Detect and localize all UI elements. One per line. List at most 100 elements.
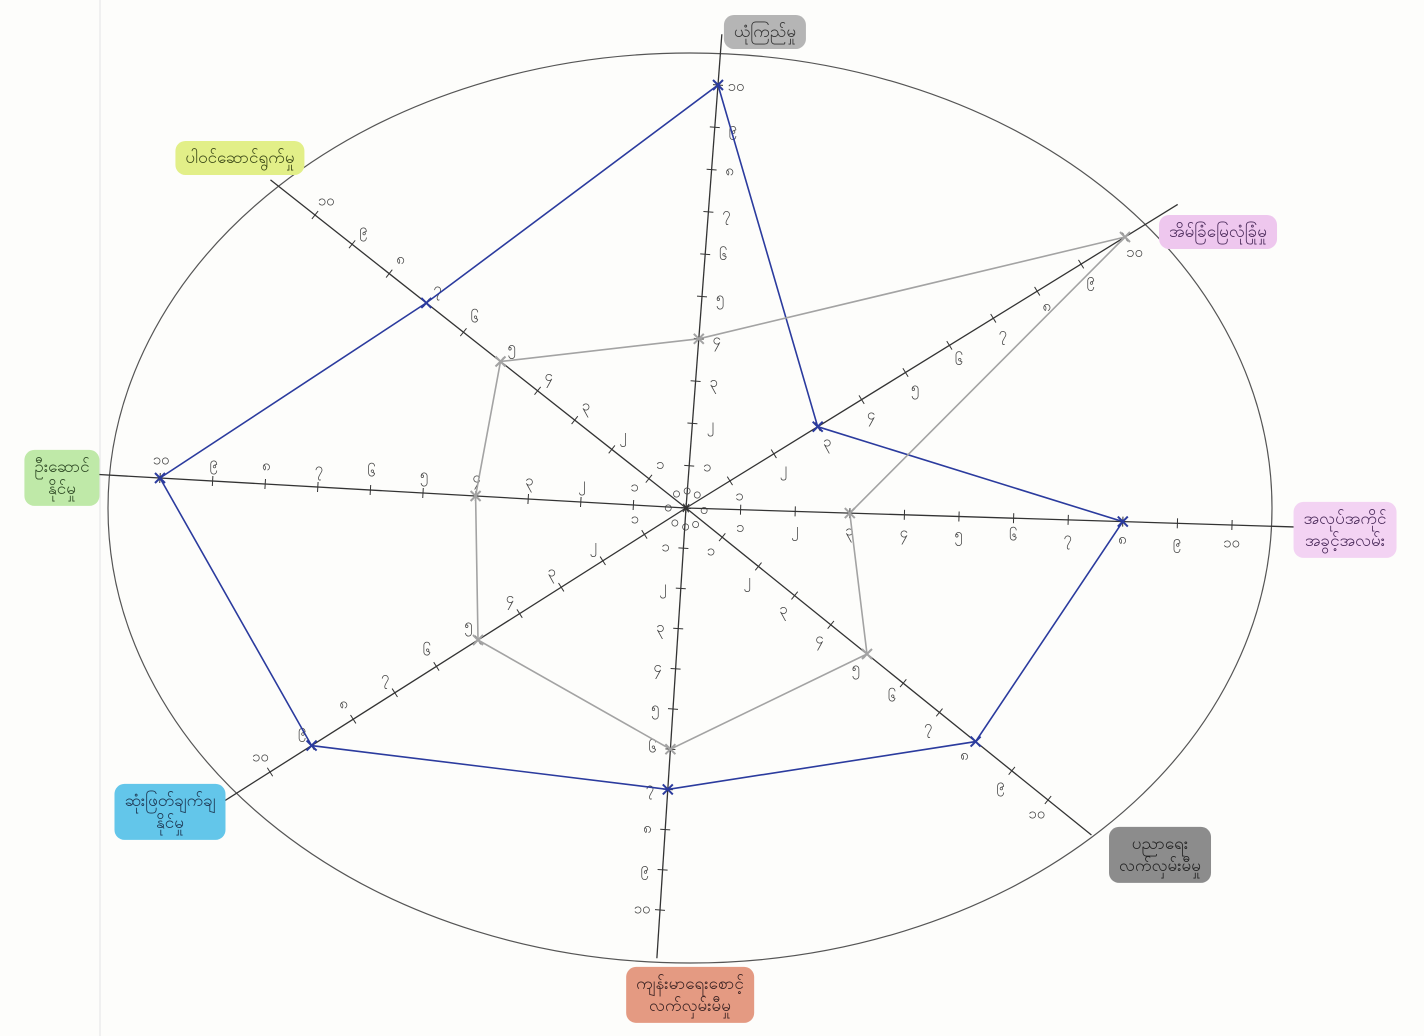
- tick-label: ၁: [630, 478, 638, 496]
- tick-label: ၈: [643, 819, 652, 837]
- data-point: [469, 490, 482, 502]
- tick-label: ၈: [960, 746, 969, 764]
- tick-mark: [266, 767, 274, 777]
- data-point: [693, 333, 705, 345]
- tick-mark: [706, 168, 717, 171]
- tick-label: ၆: [367, 463, 375, 481]
- tick-label: ၂: [578, 475, 585, 496]
- tick-label: ၀: [693, 484, 701, 502]
- tick-label: ၄: [472, 469, 480, 490]
- tick-mark: [673, 627, 684, 630]
- tick-label: ၁၀: [1223, 533, 1240, 551]
- tick-mark: [317, 481, 319, 493]
- tick-mark: [902, 367, 909, 378]
- tick-label: ၀: [691, 514, 699, 532]
- tick-label: ၅: [507, 338, 515, 359]
- tick-label: ၁၀: [634, 899, 651, 917]
- tick-mark: [660, 828, 671, 831]
- tick-label: ၇: [999, 324, 1007, 345]
- tick-label: ၃: [845, 522, 853, 543]
- tick-label: ၃: [823, 433, 831, 454]
- tick-label: ၇: [381, 668, 389, 689]
- tick-mark: [1078, 259, 1085, 269]
- tick-mark: [899, 678, 907, 688]
- tick-mark: [348, 240, 356, 249]
- tick-mark: [459, 327, 467, 337]
- tick-label: ၂: [743, 571, 750, 592]
- tick-label: ၉: [1086, 270, 1094, 291]
- tick-label: ၁: [703, 458, 711, 476]
- tick-label: ၂: [659, 578, 666, 599]
- tick-mark: [645, 474, 653, 483]
- tick-mark: [700, 253, 711, 256]
- tick-mark: [684, 464, 695, 467]
- tick-mark: [858, 395, 865, 405]
- tick-mark: [1034, 286, 1041, 296]
- tick-label: ၅: [651, 698, 659, 719]
- tick-label: ၀: [670, 513, 678, 531]
- tick-label: ၇: [315, 460, 323, 481]
- tick-mark: [667, 708, 679, 710]
- tick-label: ၁၀: [1028, 805, 1045, 823]
- tick-label: ၉: [996, 775, 1004, 796]
- tick-mark: [657, 868, 668, 871]
- tick-label: ၆: [1009, 527, 1017, 545]
- tick-label: ၉: [1173, 532, 1181, 553]
- tick-mark: [709, 126, 720, 129]
- axis-line: [270, 179, 687, 509]
- tick-label: ၉: [640, 859, 648, 880]
- tick-label: ၂: [780, 460, 787, 481]
- tick-label: ၄: [815, 629, 823, 650]
- tick-mark: [675, 587, 686, 590]
- axis-line: [685, 507, 1092, 836]
- tick-label: ၆: [470, 309, 478, 327]
- tick-mark: [391, 688, 398, 698]
- tick-label: ၅: [464, 615, 472, 636]
- axis-line: [685, 203, 1179, 509]
- tick-mark: [754, 562, 762, 571]
- tick-mark: [726, 476, 733, 486]
- tick-mark: [350, 714, 357, 724]
- tick-label: ၂: [619, 426, 626, 447]
- data-point: [420, 297, 433, 309]
- tick-label: ၁: [656, 455, 664, 473]
- tick-label: ၃: [525, 472, 533, 493]
- tick-label: ၁၀: [153, 451, 170, 469]
- tick-label: ၄: [545, 367, 553, 388]
- axis-line: [685, 507, 1298, 528]
- axis-line: [96, 473, 687, 509]
- tick-label: ၁: [631, 510, 639, 528]
- tick-label: ၁: [661, 538, 669, 556]
- tick-mark: [791, 591, 799, 600]
- tick-mark: [670, 667, 681, 670]
- tick-mark: [1008, 766, 1016, 776]
- data-point: [1117, 515, 1129, 528]
- data-point: [494, 355, 507, 368]
- tick-label: ၆: [888, 688, 896, 706]
- tick-mark: [433, 661, 440, 671]
- tick-mark: [827, 620, 835, 630]
- tick-mark: [682, 503, 690, 513]
- series-outline: [474, 235, 1128, 751]
- tick-label: ၃: [547, 563, 555, 584]
- tick-label: ၅: [954, 525, 962, 546]
- tick-mark: [534, 386, 542, 396]
- outer-ellipse: [107, 52, 1273, 964]
- tick-label: ၃: [709, 373, 717, 394]
- tick-label: ၇: [433, 279, 441, 300]
- tick-label: ၈: [262, 457, 271, 475]
- axis-label: ယုံကြည်မှု: [723, 14, 807, 50]
- tick-label: ၆: [955, 351, 963, 369]
- data-point: [861, 648, 873, 660]
- tick-mark: [632, 499, 635, 511]
- tick-label: ၇: [646, 779, 654, 800]
- axis-label: ကျန်းမာရေးစောင့် လက်လှမ်းမီမှု: [626, 966, 754, 1024]
- tick-label: ၁: [735, 487, 743, 505]
- tick-label: ၀: [672, 483, 680, 501]
- tick-mark: [580, 496, 582, 508]
- data-point: [662, 783, 674, 796]
- tick-mark: [211, 475, 214, 487]
- tick-label: ၅: [911, 378, 919, 399]
- tick-mark: [654, 909, 666, 911]
